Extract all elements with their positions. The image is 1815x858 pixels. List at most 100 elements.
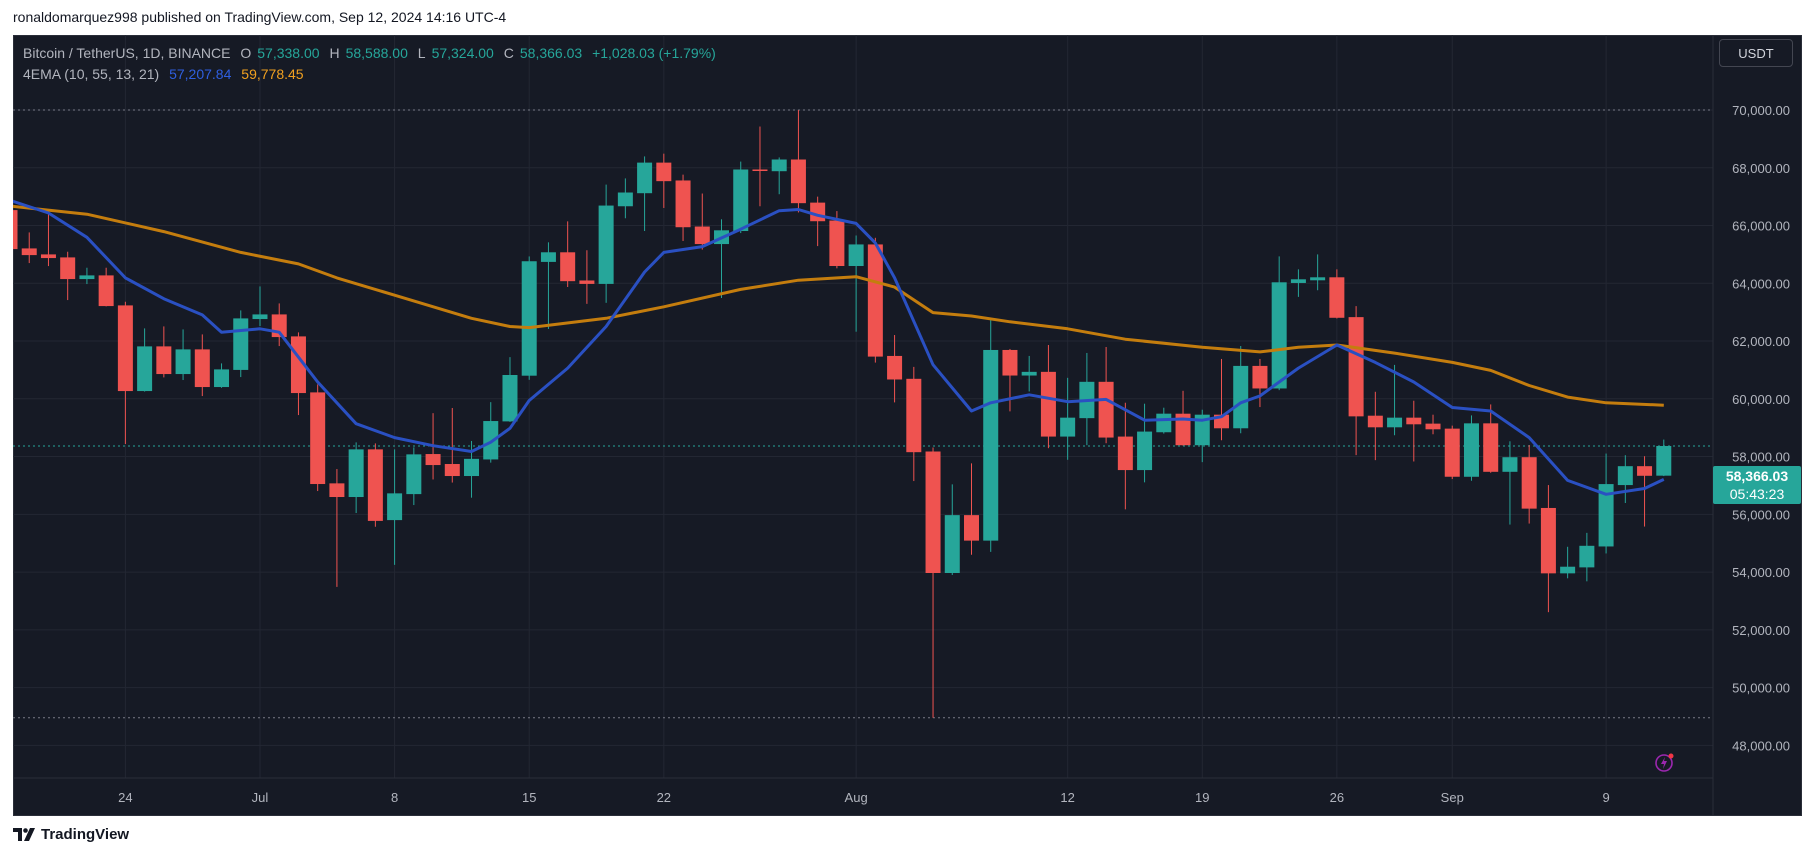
candle-down xyxy=(560,221,576,288)
bar-countdown: 05:43:23 xyxy=(1729,485,1785,502)
candle-up xyxy=(714,219,730,299)
candle-down xyxy=(790,110,806,213)
price-tick-label: 68,000.00 xyxy=(1732,161,1790,176)
candle-up xyxy=(252,286,268,327)
candle-body xyxy=(464,458,480,477)
price-tick-label: 66,000.00 xyxy=(1732,219,1790,234)
candle-up xyxy=(944,484,960,575)
time-tick-label: Aug xyxy=(845,790,868,805)
time-tick-label: Jul xyxy=(252,790,269,805)
candle-down xyxy=(694,193,710,250)
candle-body xyxy=(887,355,903,380)
candle-down xyxy=(13,210,18,250)
candle-body xyxy=(848,244,864,267)
candle-down xyxy=(290,332,306,416)
candle-body xyxy=(560,252,576,282)
candle-body xyxy=(1637,466,1653,476)
time-axis[interactable]: 24 Jul 8 15 22 Aug 12 19 26 Sep 9 xyxy=(118,790,1610,805)
time-tick-label: 15 xyxy=(522,790,536,805)
candle-body xyxy=(1406,417,1422,425)
candle-down xyxy=(1252,358,1268,408)
candle-down xyxy=(1213,358,1229,441)
price-tick-label: 62,000.00 xyxy=(1732,334,1790,349)
candle-down xyxy=(925,447,941,718)
candle-body xyxy=(214,369,230,388)
candle-up xyxy=(1598,453,1614,554)
candle-up xyxy=(771,157,787,195)
footer-brand-text: TradingView xyxy=(41,826,130,843)
candle-down xyxy=(21,232,37,264)
symbol-title[interactable]: Bitcoin / TetherUS, 1D, BINANCE xyxy=(23,45,231,61)
candle-up xyxy=(406,447,422,506)
ema-fast-value: 57,207.84 xyxy=(169,66,232,82)
candle-up xyxy=(1656,439,1672,477)
candle-up xyxy=(1271,256,1287,391)
candle-down xyxy=(579,250,595,304)
last-price-label: 58,366.03 05:43:23 xyxy=(1713,465,1801,504)
candle-body xyxy=(1617,466,1633,486)
change-value: +1,028.03 (+1.79%) xyxy=(592,45,716,61)
candle-body xyxy=(1233,365,1249,429)
candle-down xyxy=(60,251,76,301)
time-tick-label: 9 xyxy=(1602,790,1609,805)
candle-body xyxy=(617,192,633,207)
price-tick-label: 56,000.00 xyxy=(1732,507,1790,522)
candle-body xyxy=(1175,413,1191,446)
candle-up xyxy=(848,235,864,332)
price-tick-label: 60,000.00 xyxy=(1732,392,1790,407)
candle-down xyxy=(887,335,903,403)
candle-body xyxy=(1117,436,1133,471)
ema-slow-value: 59,778.45 xyxy=(241,66,304,82)
candle-body xyxy=(810,202,826,222)
candle-up xyxy=(483,402,499,463)
candle-up xyxy=(1310,254,1326,291)
candle-body xyxy=(1463,423,1479,477)
candle-down xyxy=(194,334,210,397)
candle-up xyxy=(1021,355,1037,392)
candle-up xyxy=(348,442,364,514)
time-tick-label: 12 xyxy=(1060,790,1074,805)
footer-brand[interactable]: TradingView xyxy=(13,826,129,843)
price-tick-label: 58,000.00 xyxy=(1732,450,1790,465)
candle-body xyxy=(329,483,345,498)
price-tick-label: 54,000.00 xyxy=(1732,565,1790,580)
candle-body xyxy=(1271,282,1287,389)
ema-lines xyxy=(13,199,1665,496)
candle-up xyxy=(1502,441,1518,525)
symbol-legend: Bitcoin / TetherUS, 1D, BINANCE O 57,338.… xyxy=(23,45,716,61)
candle-body xyxy=(1560,566,1576,574)
candle-body xyxy=(137,346,153,392)
price-axis[interactable]: 48,000.00 50,000.00 52,000.00 54,000.00 56,0… xyxy=(1732,103,1790,753)
candle-down xyxy=(1637,456,1653,527)
lightning-icon[interactable] xyxy=(1654,751,1676,773)
candle-body xyxy=(771,159,787,172)
candle-down xyxy=(98,267,114,307)
tradingview-logo-icon xyxy=(13,828,35,841)
candle-body xyxy=(964,515,979,541)
close-label: C xyxy=(503,45,514,61)
price-tick-label: 64,000.00 xyxy=(1732,276,1790,291)
candle-up xyxy=(1194,409,1210,463)
candle-body xyxy=(60,257,76,280)
low-label: L xyxy=(417,45,426,61)
indicator-title[interactable]: 4EMA (10, 55, 13, 21) xyxy=(23,66,160,82)
close-value: 58,366.03 xyxy=(519,45,583,61)
price-tick-label: 70,000.00 xyxy=(1732,103,1790,118)
candle-down xyxy=(675,174,691,241)
candle-body xyxy=(1002,349,1018,376)
candle-body xyxy=(1598,484,1614,547)
time-tick-label: 22 xyxy=(657,790,671,805)
candle-body xyxy=(1329,277,1345,318)
candle-up xyxy=(137,328,153,392)
candle-body xyxy=(117,305,133,392)
candle-up xyxy=(1463,415,1479,481)
candle-up xyxy=(387,449,403,565)
candle-body xyxy=(1290,279,1306,283)
candle-body xyxy=(502,375,518,422)
candle-body xyxy=(1310,277,1326,281)
candle-body xyxy=(944,515,960,574)
currency-button[interactable]: USDT xyxy=(1719,39,1793,67)
candle-body xyxy=(1444,428,1460,477)
candle-down xyxy=(1329,269,1345,319)
candlestick-chart[interactable]: 48,000.00 50,000.00 52,000.00 54,000.00 56,0… xyxy=(13,35,1802,816)
